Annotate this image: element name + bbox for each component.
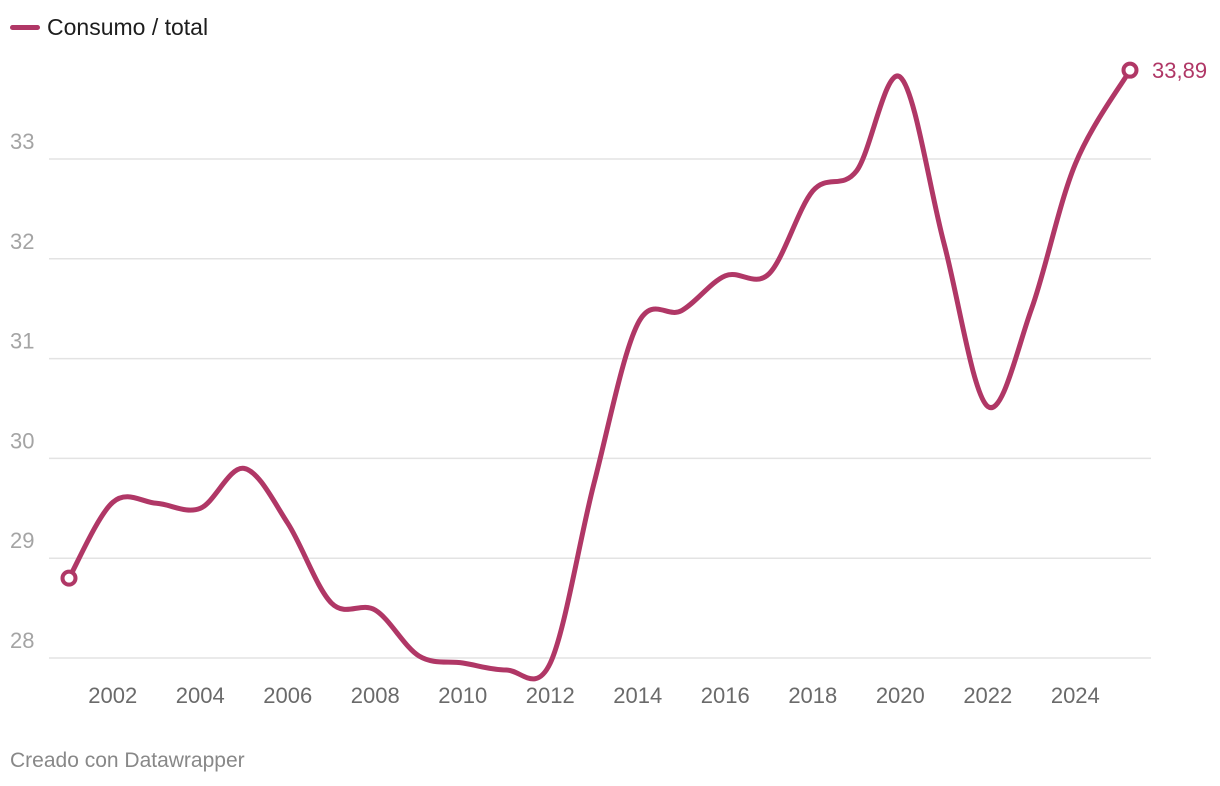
x-tick-label: 2022 <box>963 683 1012 708</box>
x-tick-label: 2018 <box>788 683 837 708</box>
x-tick-label: 2006 <box>263 683 312 708</box>
y-tick-label: 31 <box>10 329 34 354</box>
x-tick-label: 2016 <box>701 683 750 708</box>
y-tick-label: 32 <box>10 229 34 254</box>
y-tick-label: 33 <box>10 129 34 154</box>
x-tick-label: 2024 <box>1051 683 1100 708</box>
y-tick-label: 29 <box>10 528 34 553</box>
footer-credit: Creado con Datawrapper <box>10 749 245 772</box>
y-tick-label: 30 <box>10 428 34 453</box>
end-value-label: 33,89 <box>1152 58 1207 83</box>
x-tick-label: 2004 <box>176 683 225 708</box>
start-point-marker <box>60 569 78 587</box>
legend-label: Consumo / total <box>47 14 209 40</box>
end-point-marker <box>1121 61 1139 79</box>
x-tick-label: 2002 <box>88 683 137 708</box>
chart-legend: Consumo / total <box>10 14 208 41</box>
line-chart: 28 29 30 31 32 33 2002 2004 2006 2008 2010 2012 2014… <box>10 58 1207 708</box>
series-line-consumo-total <box>66 67 1133 682</box>
y-tick-label: 28 <box>10 628 34 653</box>
x-tick-label: 2010 <box>438 683 487 708</box>
x-tick-label: 2012 <box>526 683 575 708</box>
x-tick-label: 2014 <box>613 683 662 708</box>
legend-swatch <box>10 25 40 30</box>
x-tick-label: 2008 <box>351 683 400 708</box>
x-tick-label: 2020 <box>876 683 925 708</box>
